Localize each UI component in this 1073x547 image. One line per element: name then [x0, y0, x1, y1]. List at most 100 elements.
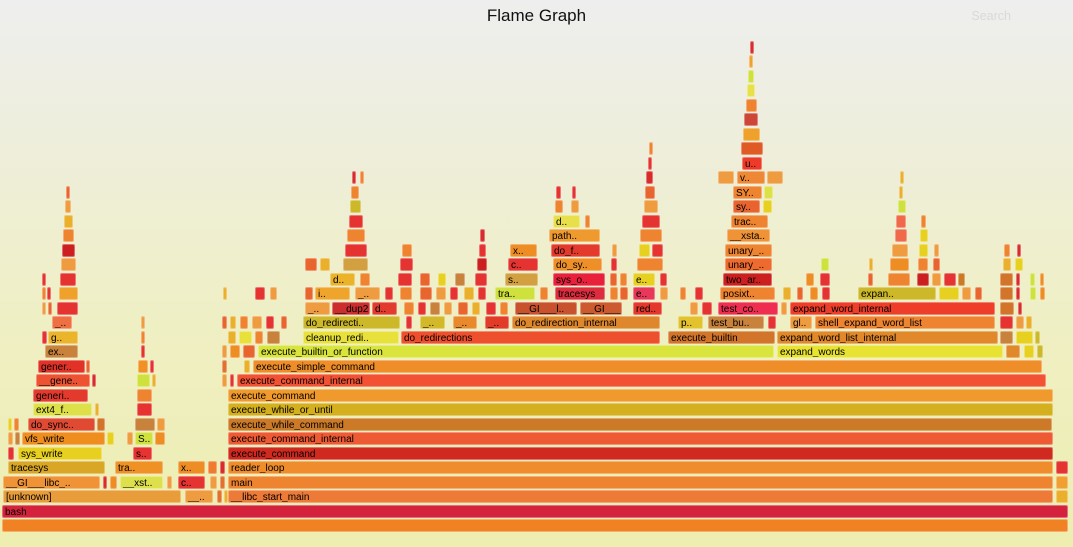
frame[interactable] [404, 301, 414, 315]
frame-__gi___l[interactable]: __GI___l.. [515, 301, 577, 315]
frame[interactable] [822, 287, 830, 300]
frame[interactable] [645, 185, 655, 199]
frame-__xst[interactable]: __xst.. [120, 475, 163, 489]
frame[interactable] [750, 40, 754, 54]
frame[interactable] [360, 171, 364, 184]
frame[interactable] [640, 229, 662, 242]
frame-do_redirection_internal[interactable]: do_redirection_internal [512, 316, 660, 329]
frame[interactable] [222, 316, 227, 329]
frame-gl[interactable]: gl.. [790, 316, 812, 329]
frame[interactable] [157, 417, 165, 431]
frame[interactable] [892, 243, 908, 257]
frame[interactable] [612, 243, 617, 257]
frame-__libc_start_main[interactable]: __libc_start_main [228, 490, 1053, 503]
frame[interactable] [420, 287, 432, 300]
frame-test_co[interactable]: test_co.. [718, 301, 778, 315]
frame[interactable] [141, 345, 145, 358]
frame[interactable] [620, 272, 627, 286]
frame[interactable] [42, 272, 46, 286]
frame[interactable] [1000, 330, 1013, 344]
frame-ex[interactable]: ex.. [45, 345, 78, 358]
frame-c[interactable]: c.. [178, 475, 205, 489]
frame-tra[interactable]: tra.. [495, 287, 535, 300]
frame-expand_words[interactable]: expand_words [777, 345, 1003, 358]
frame[interactable] [896, 214, 906, 228]
search-button[interactable]: Search [971, 9, 1011, 23]
frame[interactable] [137, 374, 150, 387]
frame[interactable] [746, 98, 757, 112]
frame[interactable] [47, 287, 51, 300]
frame-unary_[interactable]: unary_.. [725, 258, 772, 271]
frame[interactable] [869, 258, 873, 271]
frame-c[interactable]: c.. [508, 258, 538, 271]
frame[interactable] [475, 272, 487, 286]
frame[interactable] [917, 272, 929, 286]
frame[interactable] [642, 214, 660, 228]
frame-s[interactable]: S.. [135, 432, 153, 445]
frame-main[interactable]: main [228, 475, 1053, 489]
frame-__dup2[interactable]: __dup2 [332, 301, 370, 315]
frame[interactable] [768, 316, 776, 329]
frame[interactable] [478, 287, 486, 300]
frame[interactable] [1015, 258, 1023, 271]
frame[interactable] [230, 316, 236, 329]
frame-posixt[interactable]: posixt.. [720, 287, 775, 300]
frame[interactable] [210, 475, 217, 489]
frame[interactable] [223, 287, 227, 300]
frame[interactable] [15, 432, 20, 445]
frame[interactable] [345, 243, 367, 257]
frame[interactable] [430, 301, 440, 315]
frame-__gi___li[interactable]: __GI___li.. [580, 301, 622, 315]
frame[interactable] [749, 55, 753, 68]
frame[interactable] [1016, 287, 1020, 300]
frame-execute_simple_command[interactable]: execute_simple_command [253, 359, 1042, 373]
frame[interactable] [702, 301, 712, 315]
frame[interactable] [1004, 243, 1010, 257]
frame-_[interactable]: _.. [52, 316, 72, 329]
frame-g[interactable]: g.. [48, 330, 78, 344]
frame-gener[interactable]: gener.. [38, 359, 85, 373]
frame[interactable] [217, 490, 222, 503]
frame-execute_while_command[interactable]: execute_while_command [228, 417, 1052, 431]
frame[interactable] [1030, 272, 1035, 286]
frame[interactable] [458, 301, 468, 315]
frame[interactable] [398, 272, 412, 286]
frame[interactable] [63, 229, 74, 242]
frame[interactable] [240, 316, 248, 329]
frame[interactable] [351, 185, 359, 199]
frame-_[interactable]: _.. [355, 287, 380, 300]
frame[interactable] [797, 287, 803, 300]
frame-_[interactable]: _.. [420, 316, 445, 329]
frame[interactable] [1040, 287, 1045, 300]
frame-tracesys[interactable]: tracesys [8, 461, 105, 474]
frame-expan[interactable]: expan.. [858, 287, 936, 300]
frame[interactable] [748, 69, 754, 83]
frame[interactable] [1000, 316, 1013, 329]
frame[interactable] [64, 214, 73, 228]
frame[interactable] [933, 258, 940, 271]
frame-sy[interactable]: sy.. [733, 200, 760, 213]
frame[interactable] [444, 301, 452, 315]
frame[interactable] [620, 287, 628, 300]
frame[interactable] [1016, 330, 1033, 344]
frame-do_sync[interactable]: do_sync.. [28, 417, 95, 431]
frame-execute_builtin_or_function[interactable]: execute_builtin_or_function [258, 345, 774, 358]
frame[interactable] [744, 113, 758, 126]
frame[interactable] [107, 432, 114, 445]
frame[interactable] [95, 403, 99, 416]
frame[interactable] [155, 432, 165, 445]
frame[interactable] [900, 171, 904, 184]
frame[interactable] [385, 287, 393, 300]
frame[interactable] [690, 301, 698, 315]
frame[interactable] [1016, 316, 1024, 329]
frame[interactable] [781, 301, 787, 315]
frame[interactable] [320, 258, 330, 271]
frame[interactable] [1056, 490, 1068, 503]
frame[interactable] [266, 316, 274, 329]
frame[interactable] [962, 287, 971, 300]
frame[interactable] [1016, 272, 1020, 286]
frame-d[interactable]: d.. [330, 272, 355, 286]
frame[interactable] [680, 287, 686, 300]
frame[interactable] [868, 272, 873, 286]
frame[interactable] [305, 287, 313, 300]
